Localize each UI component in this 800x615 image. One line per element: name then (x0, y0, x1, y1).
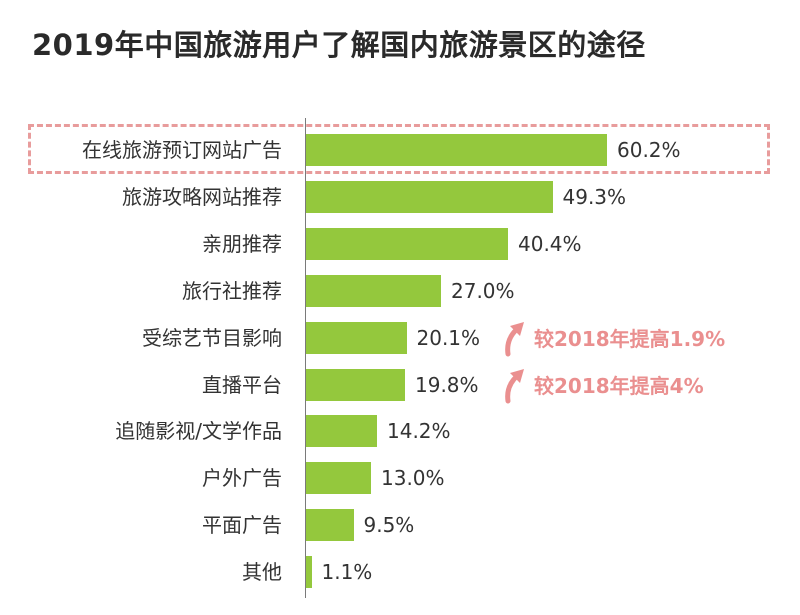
annotation-text: 较2018年提高1.9% (534, 327, 726, 352)
bar (306, 415, 377, 448)
value-label: 14.2% (387, 419, 451, 444)
category-label: 直播平台 (202, 372, 282, 397)
category-label: 亲朋推荐 (202, 231, 282, 256)
annotation: 较2018年提高4% (500, 365, 704, 405)
value-label: 20.1% (416, 325, 481, 350)
up-arrow-icon (505, 321, 524, 357)
chart-title: 2019年中国旅游用户了解国内旅游景区的途径 (32, 28, 646, 62)
value-label: 60.2% (617, 138, 681, 162)
highlight-box (28, 124, 770, 174)
bar (306, 180, 553, 213)
category-label: 旅游攻略网站推荐 (122, 184, 282, 209)
bar (306, 227, 508, 260)
annotation-text: 较2018年提高4% (534, 374, 704, 398)
value-label: 27.0% (451, 278, 515, 303)
category-label: 平面广告 (202, 513, 282, 538)
value-label: 40.4% (518, 231, 582, 256)
bar (306, 134, 607, 166)
bar (306, 368, 405, 401)
category-label: 受综艺节目影响 (142, 325, 282, 350)
category-label: 旅行社推荐 (182, 278, 282, 303)
bar (306, 321, 407, 354)
category-label: 户外广告 (202, 466, 282, 491)
category-label: 其他 (242, 560, 282, 585)
category-label: 追随影视/文学作品 (115, 419, 282, 444)
bar (306, 509, 354, 542)
value-label: 1.1% (321, 560, 373, 585)
value-label: 9.5% (363, 513, 415, 538)
bar (306, 274, 441, 307)
value-label: 19.8% (415, 372, 479, 397)
category-label: 在线旅游预订网站广告 (82, 138, 282, 162)
annotation: 较2018年提高1.9% (500, 318, 725, 358)
up-arrow-icon (505, 368, 524, 403)
bar (306, 462, 371, 495)
value-label: 49.3% (562, 184, 627, 209)
value-label: 13.0% (381, 466, 445, 491)
y-axis-line (305, 118, 306, 598)
bar (306, 556, 312, 589)
